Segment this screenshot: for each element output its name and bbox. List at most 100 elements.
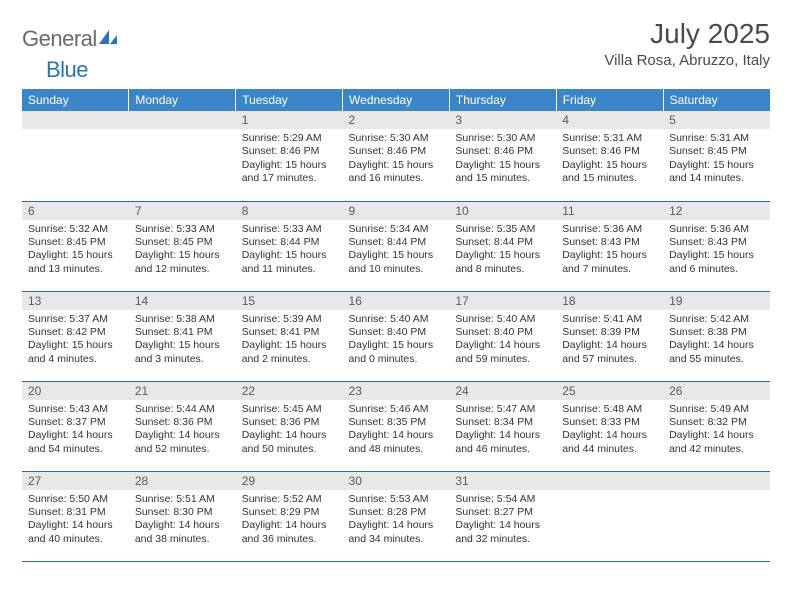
day-cell: 1Sunrise: 5:29 AMSunset: 8:46 PMDaylight… — [236, 111, 343, 201]
day-body: Sunrise: 5:39 AMSunset: 8:41 PMDaylight:… — [236, 310, 343, 371]
day-body: Sunrise: 5:49 AMSunset: 8:32 PMDaylight:… — [663, 400, 770, 461]
day-body: Sunrise: 5:54 AMSunset: 8:27 PMDaylight:… — [449, 490, 556, 551]
day-number: 28 — [129, 472, 236, 490]
day-number-empty — [22, 111, 129, 129]
day-body: Sunrise: 5:40 AMSunset: 8:40 PMDaylight:… — [449, 310, 556, 371]
day-cell — [129, 111, 236, 201]
day-number: 18 — [556, 292, 663, 310]
calendar-body: 1Sunrise: 5:29 AMSunset: 8:46 PMDaylight… — [22, 111, 770, 561]
day-number: 20 — [22, 382, 129, 400]
day-cell: 28Sunrise: 5:51 AMSunset: 8:30 PMDayligh… — [129, 471, 236, 561]
day-body: Sunrise: 5:29 AMSunset: 8:46 PMDaylight:… — [236, 129, 343, 190]
day-number: 17 — [449, 292, 556, 310]
day-number: 13 — [22, 292, 129, 310]
day-header: Thursday — [449, 89, 556, 111]
day-body: Sunrise: 5:43 AMSunset: 8:37 PMDaylight:… — [22, 400, 129, 461]
day-number: 25 — [556, 382, 663, 400]
day-number-empty — [556, 472, 663, 490]
calendar-table: Sunday Monday Tuesday Wednesday Thursday… — [22, 89, 770, 562]
day-cell: 10Sunrise: 5:35 AMSunset: 8:44 PMDayligh… — [449, 201, 556, 291]
day-number: 3 — [449, 111, 556, 129]
day-cell: 26Sunrise: 5:49 AMSunset: 8:32 PMDayligh… — [663, 381, 770, 471]
week-row: 27Sunrise: 5:50 AMSunset: 8:31 PMDayligh… — [22, 471, 770, 561]
day-cell: 15Sunrise: 5:39 AMSunset: 8:41 PMDayligh… — [236, 291, 343, 381]
day-number: 22 — [236, 382, 343, 400]
day-body: Sunrise: 5:31 AMSunset: 8:46 PMDaylight:… — [556, 129, 663, 190]
day-number: 21 — [129, 382, 236, 400]
day-cell: 20Sunrise: 5:43 AMSunset: 8:37 PMDayligh… — [22, 381, 129, 471]
day-number: 19 — [663, 292, 770, 310]
day-cell: 6Sunrise: 5:32 AMSunset: 8:45 PMDaylight… — [22, 201, 129, 291]
day-body: Sunrise: 5:52 AMSunset: 8:29 PMDaylight:… — [236, 490, 343, 551]
day-body: Sunrise: 5:53 AMSunset: 8:28 PMDaylight:… — [343, 490, 450, 551]
day-number: 9 — [343, 202, 450, 220]
day-body: Sunrise: 5:30 AMSunset: 8:46 PMDaylight:… — [449, 129, 556, 190]
day-body: Sunrise: 5:45 AMSunset: 8:36 PMDaylight:… — [236, 400, 343, 461]
day-number: 23 — [343, 382, 450, 400]
day-cell: 25Sunrise: 5:48 AMSunset: 8:33 PMDayligh… — [556, 381, 663, 471]
logo-gray-text: General — [22, 26, 97, 52]
day-body: Sunrise: 5:41 AMSunset: 8:39 PMDaylight:… — [556, 310, 663, 371]
day-body: Sunrise: 5:50 AMSunset: 8:31 PMDaylight:… — [22, 490, 129, 551]
day-cell: 11Sunrise: 5:36 AMSunset: 8:43 PMDayligh… — [556, 201, 663, 291]
day-number: 14 — [129, 292, 236, 310]
day-cell: 9Sunrise: 5:34 AMSunset: 8:44 PMDaylight… — [343, 201, 450, 291]
day-body: Sunrise: 5:36 AMSunset: 8:43 PMDaylight:… — [556, 220, 663, 281]
day-cell: 16Sunrise: 5:40 AMSunset: 8:40 PMDayligh… — [343, 291, 450, 381]
day-number: 30 — [343, 472, 450, 490]
day-number: 2 — [343, 111, 450, 129]
day-number: 1 — [236, 111, 343, 129]
day-cell: 31Sunrise: 5:54 AMSunset: 8:27 PMDayligh… — [449, 471, 556, 561]
day-body: Sunrise: 5:37 AMSunset: 8:42 PMDaylight:… — [22, 310, 129, 371]
day-body: Sunrise: 5:46 AMSunset: 8:35 PMDaylight:… — [343, 400, 450, 461]
day-body: Sunrise: 5:32 AMSunset: 8:45 PMDaylight:… — [22, 220, 129, 281]
day-number: 10 — [449, 202, 556, 220]
day-body: Sunrise: 5:40 AMSunset: 8:40 PMDaylight:… — [343, 310, 450, 371]
month-title: July 2025 — [604, 18, 770, 50]
day-cell — [22, 111, 129, 201]
day-cell: 2Sunrise: 5:30 AMSunset: 8:46 PMDaylight… — [343, 111, 450, 201]
day-number: 15 — [236, 292, 343, 310]
day-cell — [663, 471, 770, 561]
day-cell: 18Sunrise: 5:41 AMSunset: 8:39 PMDayligh… — [556, 291, 663, 381]
day-number-empty — [129, 111, 236, 129]
day-header: Friday — [556, 89, 663, 111]
day-header-row: Sunday Monday Tuesday Wednesday Thursday… — [22, 89, 770, 111]
week-row: 1Sunrise: 5:29 AMSunset: 8:46 PMDaylight… — [22, 111, 770, 201]
logo: General — [22, 18, 123, 52]
title-block: July 2025 Villa Rosa, Abruzzo, Italy — [604, 18, 770, 69]
day-cell: 21Sunrise: 5:44 AMSunset: 8:36 PMDayligh… — [129, 381, 236, 471]
day-body: Sunrise: 5:34 AMSunset: 8:44 PMDaylight:… — [343, 220, 450, 281]
day-number: 7 — [129, 202, 236, 220]
day-cell: 7Sunrise: 5:33 AMSunset: 8:45 PMDaylight… — [129, 201, 236, 291]
day-body: Sunrise: 5:36 AMSunset: 8:43 PMDaylight:… — [663, 220, 770, 281]
day-cell: 17Sunrise: 5:40 AMSunset: 8:40 PMDayligh… — [449, 291, 556, 381]
day-number: 29 — [236, 472, 343, 490]
day-number: 31 — [449, 472, 556, 490]
day-number: 5 — [663, 111, 770, 129]
day-body: Sunrise: 5:31 AMSunset: 8:45 PMDaylight:… — [663, 129, 770, 190]
day-number: 4 — [556, 111, 663, 129]
day-body: Sunrise: 5:38 AMSunset: 8:41 PMDaylight:… — [129, 310, 236, 371]
logo-sail-icon — [97, 28, 119, 51]
day-cell: 5Sunrise: 5:31 AMSunset: 8:45 PMDaylight… — [663, 111, 770, 201]
day-body: Sunrise: 5:51 AMSunset: 8:30 PMDaylight:… — [129, 490, 236, 551]
day-number: 16 — [343, 292, 450, 310]
week-row: 20Sunrise: 5:43 AMSunset: 8:37 PMDayligh… — [22, 381, 770, 471]
day-header: Sunday — [22, 89, 129, 111]
day-cell: 4Sunrise: 5:31 AMSunset: 8:46 PMDaylight… — [556, 111, 663, 201]
day-cell: 13Sunrise: 5:37 AMSunset: 8:42 PMDayligh… — [22, 291, 129, 381]
day-header: Tuesday — [236, 89, 343, 111]
logo-blue-text: Blue — [46, 57, 88, 83]
day-cell: 3Sunrise: 5:30 AMSunset: 8:46 PMDaylight… — [449, 111, 556, 201]
day-cell: 29Sunrise: 5:52 AMSunset: 8:29 PMDayligh… — [236, 471, 343, 561]
day-cell: 19Sunrise: 5:42 AMSunset: 8:38 PMDayligh… — [663, 291, 770, 381]
day-header: Saturday — [663, 89, 770, 111]
day-cell: 14Sunrise: 5:38 AMSunset: 8:41 PMDayligh… — [129, 291, 236, 381]
day-number-empty — [663, 472, 770, 490]
day-number: 11 — [556, 202, 663, 220]
day-body: Sunrise: 5:33 AMSunset: 8:45 PMDaylight:… — [129, 220, 236, 281]
day-cell: 27Sunrise: 5:50 AMSunset: 8:31 PMDayligh… — [22, 471, 129, 561]
day-cell: 22Sunrise: 5:45 AMSunset: 8:36 PMDayligh… — [236, 381, 343, 471]
day-number: 8 — [236, 202, 343, 220]
